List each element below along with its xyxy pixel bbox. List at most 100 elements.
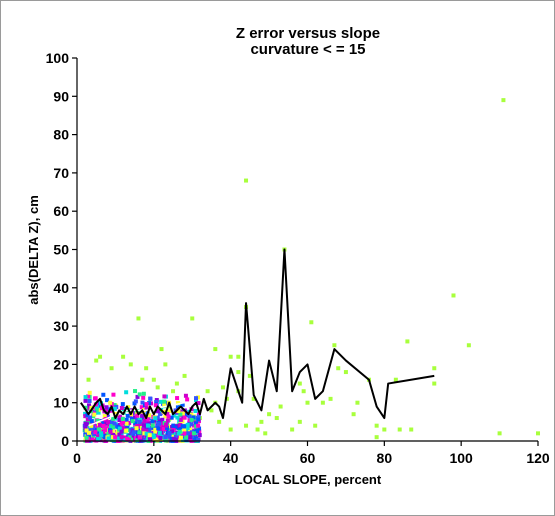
cluster-point bbox=[175, 401, 180, 406]
cluster-point bbox=[194, 436, 199, 441]
x-axis-ticks: 0 20 40 60 80 100 120 bbox=[73, 441, 550, 466]
cluster-point bbox=[94, 404, 99, 409]
scatter-point bbox=[297, 381, 302, 386]
cluster-point bbox=[117, 414, 122, 419]
cluster-point bbox=[97, 427, 102, 432]
cluster-point bbox=[83, 426, 88, 431]
chart-subtitle: curvature < = 15 bbox=[250, 41, 365, 58]
cluster-point bbox=[165, 425, 170, 430]
scatter-point bbox=[409, 427, 414, 432]
cluster-point bbox=[169, 429, 174, 434]
scatter-point bbox=[205, 389, 210, 394]
cluster-point bbox=[156, 421, 161, 426]
cluster-point bbox=[180, 402, 185, 407]
cluster-point bbox=[87, 434, 92, 439]
cluster-point bbox=[179, 409, 184, 414]
cluster-point bbox=[135, 417, 140, 422]
cluster-point bbox=[124, 417, 129, 422]
cluster-point bbox=[196, 437, 201, 442]
cluster-point bbox=[171, 437, 176, 442]
scatter-point bbox=[305, 400, 310, 405]
cluster-point bbox=[189, 422, 194, 427]
cluster-point bbox=[135, 413, 140, 418]
cluster-point bbox=[117, 426, 122, 431]
cluster-point bbox=[144, 429, 149, 434]
scatter-point bbox=[497, 431, 502, 436]
scatter-point bbox=[98, 354, 103, 359]
cluster-point bbox=[175, 415, 180, 420]
cluster-point bbox=[192, 418, 197, 423]
y-tick-label: 80 bbox=[53, 127, 69, 143]
cluster-point bbox=[133, 399, 138, 404]
cluster-point bbox=[87, 415, 92, 420]
y-tick-label: 100 bbox=[46, 50, 70, 66]
cluster-point bbox=[85, 417, 90, 422]
cluster-point bbox=[132, 401, 137, 406]
cluster-point bbox=[167, 408, 172, 413]
cluster-point bbox=[124, 421, 129, 426]
cluster-point bbox=[162, 399, 167, 404]
cluster-point bbox=[108, 429, 113, 434]
cluster-point bbox=[191, 415, 196, 420]
scatter-point bbox=[313, 423, 318, 428]
cluster-point bbox=[182, 415, 187, 420]
cluster-point bbox=[126, 437, 131, 442]
cluster-point bbox=[120, 426, 125, 431]
cluster-point bbox=[82, 423, 87, 428]
cluster-point bbox=[162, 394, 167, 399]
scatter-point bbox=[374, 423, 379, 428]
cluster-point bbox=[135, 423, 140, 428]
cluster-point bbox=[111, 416, 116, 421]
cluster-point bbox=[183, 393, 188, 398]
cluster-point bbox=[132, 415, 137, 420]
cluster-point bbox=[95, 418, 100, 423]
cluster-point bbox=[194, 396, 199, 401]
cluster-point bbox=[105, 408, 110, 413]
cluster-point bbox=[166, 414, 171, 419]
cluster-point bbox=[193, 408, 198, 413]
cluster-point bbox=[188, 427, 193, 432]
cluster-point bbox=[124, 428, 129, 433]
scatter-point bbox=[236, 370, 241, 375]
y-tick-label: 70 bbox=[53, 165, 69, 181]
cluster-point bbox=[164, 400, 169, 405]
scatter-point bbox=[163, 362, 168, 367]
cluster-point bbox=[173, 434, 178, 439]
scatter-point bbox=[432, 366, 437, 371]
scatter-point bbox=[382, 427, 387, 432]
cluster-point bbox=[196, 414, 201, 419]
cluster-point bbox=[178, 412, 183, 417]
cluster-point bbox=[153, 416, 158, 421]
cluster-point bbox=[158, 412, 163, 417]
scatter-point bbox=[209, 408, 214, 413]
cluster-point bbox=[131, 430, 136, 435]
cluster-point bbox=[135, 438, 140, 443]
y-tick-label: 10 bbox=[53, 395, 69, 411]
scatter-point bbox=[259, 419, 264, 424]
cluster-point bbox=[194, 398, 199, 403]
cluster-point bbox=[102, 435, 107, 440]
scatter-point bbox=[351, 412, 356, 417]
cluster-point bbox=[157, 418, 162, 423]
cluster-point bbox=[117, 432, 122, 437]
cluster-point bbox=[119, 435, 124, 440]
cluster-point bbox=[133, 389, 138, 394]
scatter-point bbox=[228, 427, 233, 432]
cluster-point bbox=[197, 426, 202, 431]
cluster-point bbox=[86, 403, 91, 408]
cluster-point bbox=[106, 436, 111, 441]
cluster-point bbox=[103, 428, 108, 433]
cluster-point bbox=[102, 414, 107, 419]
cluster-point bbox=[182, 432, 187, 437]
scatter-point bbox=[309, 320, 314, 325]
y-axis-ticks: 0 10 20 30 40 50 60 70 80 90 100 bbox=[46, 50, 77, 449]
cluster-point bbox=[97, 422, 102, 427]
cluster-point bbox=[147, 433, 152, 438]
scatter-point bbox=[267, 412, 272, 417]
cluster-point bbox=[121, 419, 126, 424]
cluster-point bbox=[96, 434, 101, 439]
cluster-point bbox=[106, 420, 111, 425]
scatter-point bbox=[278, 404, 283, 409]
scatter-point bbox=[236, 354, 241, 359]
scatter-point bbox=[174, 381, 179, 386]
